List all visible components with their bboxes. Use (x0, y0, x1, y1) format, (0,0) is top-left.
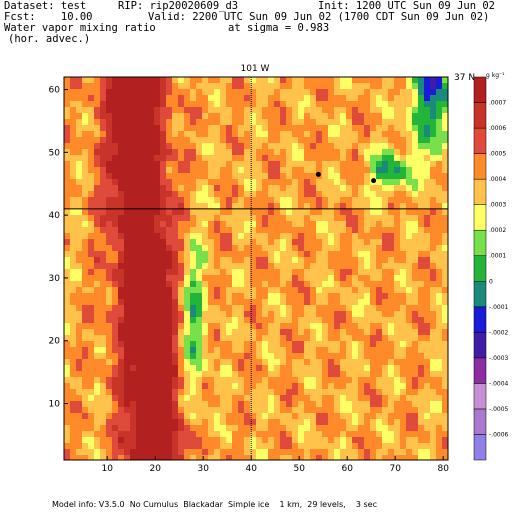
y-tick-label: 10 (49, 399, 61, 409)
colorbar-unit: g kg⁻¹ (486, 72, 505, 79)
x-tick-label: 40 (245, 464, 257, 474)
colorbar-level-label: -.0006 (489, 431, 509, 438)
field-note: (hor. advec.) (8, 33, 91, 45)
y-tick-label: 20 (49, 337, 61, 347)
colorbar-level-label: -.0004 (489, 380, 509, 387)
colorbar: -.0006 -.0005 -.0004 -.0003 -.0002 -.0001 0 .00… (473, 76, 509, 461)
x-tick-label: 30 (197, 464, 209, 474)
colorbar-level-label: .0003 (489, 202, 506, 209)
x-tick-label: 20 (149, 464, 161, 474)
x-tick-label: 70 (389, 464, 401, 474)
y-tick-label: 30 (49, 274, 61, 284)
station-marker (315, 171, 321, 177)
colorbar-level-label: .0001 (489, 253, 506, 260)
y-tick-label: 40 (49, 211, 61, 221)
colorbar-swatch (473, 229, 487, 256)
colorbar-swatch (473, 76, 487, 103)
colorbar-swatch (473, 332, 487, 359)
colorbar-level-label: .0005 (489, 151, 506, 158)
colorbar-level-label: -.0001 (489, 304, 509, 311)
valid-label: Valid: 2200 UTC Sun 09 Jun 02 (1700 CDT … (148, 11, 490, 23)
colorbar-swatch (473, 127, 487, 154)
x-tick-label: 60 (341, 464, 353, 474)
colorbar-swatch (473, 178, 487, 205)
colorbar-swatch (473, 357, 487, 384)
colorbar-level-label: 0 (489, 278, 493, 285)
meridian-label: 101 W (241, 64, 270, 74)
fcst-label: Fcst: 10.00 (4, 11, 93, 23)
field-name: Water vapor mixing ratio (4, 22, 156, 34)
heatmap-field (64, 77, 448, 460)
colorbar-swatch (473, 408, 487, 435)
colorbar-level-label: -.0002 (489, 329, 509, 336)
colorbar-swatch (473, 204, 487, 231)
colorbar-level-label: .0004 (489, 176, 506, 183)
rip-label: RIP: rip20020609_d3 (118, 0, 239, 12)
dataset-label: Dataset: test (4, 0, 87, 12)
plot-frame (63, 76, 449, 461)
colorbar-swatch (473, 153, 487, 180)
x-tick-label: 50 (293, 464, 305, 474)
colorbar-swatch (473, 306, 487, 333)
colorbar-swatch (473, 255, 487, 282)
colorbar-swatch (473, 281, 487, 308)
parallel-label: 37 N (454, 73, 475, 83)
model-info-footer: Model info: V3.5.0 No Cumulus Blackadar … (52, 500, 377, 509)
colorbar-level-label: -.0005 (489, 406, 509, 413)
init-label: Init: 1200 UTC Sun 09 Jun 02 (318, 0, 496, 12)
colorbar-level-label: .0007 (489, 100, 506, 107)
colorbar-swatch (473, 434, 487, 461)
x-tick-label: 80 (437, 464, 449, 474)
colorbar-level-label: -.0003 (489, 355, 509, 362)
y-tick-label: 50 (49, 148, 61, 158)
colorbar-swatch (473, 383, 487, 410)
x-tick-label: 10 (101, 464, 113, 474)
station-marker (371, 178, 377, 184)
y-tick-label: 60 (49, 86, 61, 96)
colorbar-swatch (473, 102, 487, 129)
colorbar-level-label: .0006 (489, 125, 506, 132)
field-level: at sigma = 0.983 (228, 22, 330, 34)
colorbar-level-label: .0002 (489, 227, 506, 234)
